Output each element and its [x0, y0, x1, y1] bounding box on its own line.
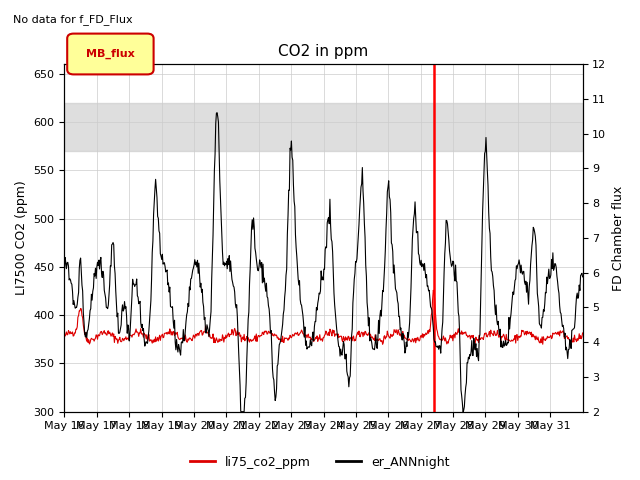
Title: CO2 in ppm: CO2 in ppm: [278, 44, 369, 59]
Legend: li75_co2_ppm, er_ANNnight: li75_co2_ppm, er_ANNnight: [186, 451, 454, 474]
Text: MB_flux: MB_flux: [86, 48, 134, 59]
Y-axis label: LI7500 CO2 (ppm): LI7500 CO2 (ppm): [15, 180, 28, 295]
Text: No data for f_FD_Flux: No data for f_FD_Flux: [13, 14, 132, 25]
Y-axis label: FD Chamber flux: FD Chamber flux: [612, 185, 625, 290]
Bar: [65, 103, 582, 151]
